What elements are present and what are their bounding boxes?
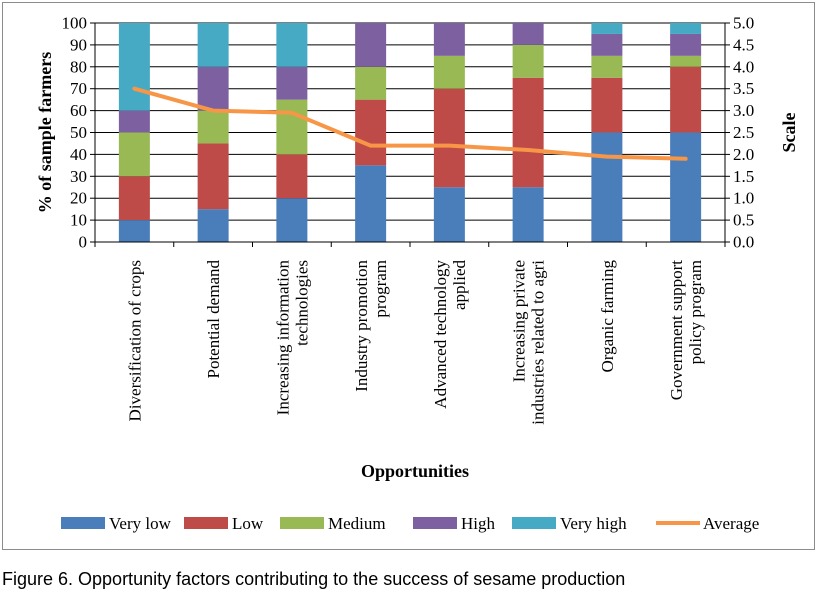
x-category-label-line: Organic farming [598,260,617,373]
x-category-label-line: technologies [292,260,311,346]
y-tick-label: 40 [70,145,87,164]
y2-tick-label: 3.0 [733,101,754,120]
legend-swatch [512,517,556,529]
bar-medium [197,110,229,144]
x-category-label-line: Increasing information [273,260,292,416]
bar-low [670,66,702,133]
average-line [132,86,688,161]
bar-medium [591,55,623,78]
x-category-label: Advanced technologyapplied [431,260,469,409]
bar-high [433,23,465,56]
y2-tick-label: 1.0 [733,189,754,208]
bar-medium [433,55,465,89]
y-tick-label: 70 [70,79,87,98]
y-tick-label: 60 [70,101,87,120]
x-category-label-line: Potential demand [204,260,223,379]
bar-low [197,143,229,210]
y-tick-label: 30 [70,167,87,186]
bar-very-low [276,198,308,242]
figure-caption: Figure 6. Opportunity factors contributi… [2,569,626,589]
y2-tick-label: 5.0 [733,14,754,33]
x-category-label: Increasing informationtechnologies [273,260,311,416]
x-category-label: Diversification of crops [125,260,144,421]
x-category-label: Organic farming [598,260,617,373]
y2-tick-label: 2.5 [733,123,754,142]
legend-swatch [413,517,457,529]
bar-very-low [591,132,623,242]
x-category-label-line: Government support [667,260,686,401]
y-tick-label: 0 [79,233,88,252]
bar-very-high [591,23,623,34]
x-category-label-line: Industry promotion [352,260,371,392]
y2-tick-label: 1.5 [733,167,754,186]
y2-tick-label: 3.5 [733,79,754,98]
bar-very-high [670,23,702,34]
y-tick-label: 50 [70,123,87,142]
legend-swatch [280,517,324,529]
y2-tick-label: 0.5 [733,211,754,230]
bar-high [355,23,387,67]
bar-very-low [355,165,387,242]
y-tick-label: 20 [70,189,87,208]
y-tick-label: 90 [70,35,87,54]
bar-low [591,77,623,133]
bar-low [276,154,308,199]
bar-high [670,33,702,56]
bar-medium [118,132,150,177]
x-category-label: Potential demand [204,260,223,379]
y2-axis-title: Scale [779,112,799,152]
legend-label: Very low [109,514,172,533]
bar-very-low [197,209,229,242]
x-category-label: Industry promotionprogram [352,260,390,392]
legend-swatch [184,517,228,529]
bar-high [197,66,229,111]
bar-low [433,88,465,188]
bar-medium [670,55,702,67]
legend-label: Low [232,514,264,533]
y2-tick-label: 4.5 [733,35,754,54]
y2-tick-label: 4.0 [733,57,754,76]
legend-label: Average [703,514,759,533]
bar-very-high [197,23,229,67]
x-category-label: Increasing privateindustries related to … [510,260,548,425]
legend-swatch [61,517,105,529]
bar-low [118,176,150,221]
opportunity-chart: 0 10 20 30 40 50 60 70 80 90 100 0.0 0.5 1.0 1.5 2.0 2.5… [35,14,799,534]
x-category-label: Government supportpolicy program [667,260,705,401]
y-tick-label: 80 [70,57,87,76]
bar-low [355,99,387,166]
bar-very-low [118,220,150,242]
legend-label: Medium [328,514,386,533]
bar-high [276,66,308,100]
bar-medium [512,44,544,78]
y-tick-label: 10 [70,211,87,230]
bar-very-low [670,132,702,242]
x-category-label-line: Increasing private [510,260,529,382]
bar-high [512,23,544,45]
x-category-label-line: applied [450,260,469,311]
bar-high [118,110,150,133]
bar-high [591,33,623,56]
y2-tick-label: 0.0 [733,233,754,252]
x-category-label-line: industries related to agri [529,260,548,425]
y2-tick-label: 2.0 [733,145,754,164]
bar-low [512,77,544,188]
chart-frame: 0 10 20 30 40 50 60 70 80 90 100 0.0 0.5 1.0 1.5 2.0 2.5… [2,2,815,550]
y-tick-label: 100 [62,14,88,33]
legend-label: High [461,514,496,533]
x-category-label-line: Advanced technology [431,260,450,409]
x-category-label-line: policy program [686,260,705,364]
y-axis-title: % of sample farmers [35,52,55,213]
bar-very-low [512,187,544,242]
bar-medium [355,66,387,100]
x-category-label-line: Diversification of crops [125,260,144,421]
bar-very-high [276,23,308,67]
bar-medium [276,99,308,155]
x-axis-title: Opportunities [361,461,469,481]
bar-very-low [433,187,465,242]
x-category-label-line: program [371,260,390,318]
bar-very-high [118,23,150,111]
legend-label: Very high [560,514,627,533]
